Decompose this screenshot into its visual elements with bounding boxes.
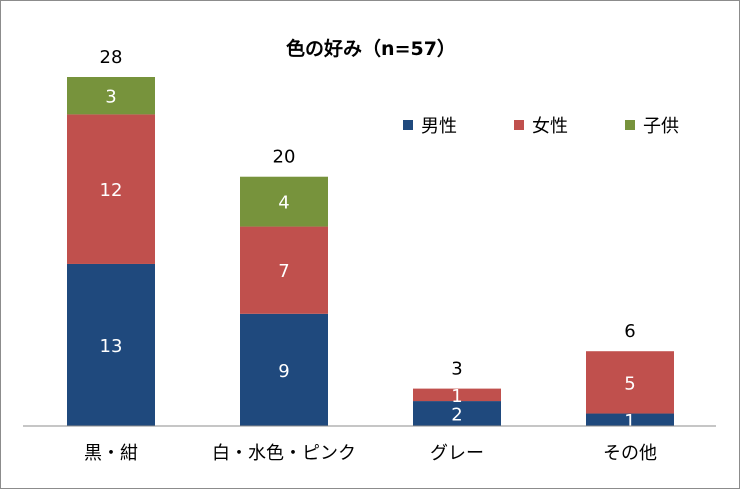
bar-segment (67, 263, 155, 426)
bar-segment (240, 176, 328, 227)
chart-title: 色の好み（n=57） (286, 37, 456, 60)
bar-segment (67, 114, 155, 264)
data-label: 9 (278, 361, 289, 382)
legend-label: 子供 (643, 116, 679, 137)
total-label: 6 (624, 321, 635, 342)
legend-swatch (625, 120, 635, 130)
data-label: 7 (278, 261, 289, 282)
legend: 男性 女性 子供 (403, 116, 679, 137)
bar-segment (586, 351, 674, 414)
legend-swatch (514, 120, 524, 130)
bar-segment (413, 388, 501, 402)
legend-label: 男性 (421, 116, 457, 137)
data-label: 5 (624, 373, 635, 394)
total-label: 28 (100, 47, 123, 68)
x-tick-label: 黒・紺 (84, 443, 138, 464)
bar-segment (586, 413, 674, 426)
x-tick-labels-group: 黒・紺 白・水色・ピンク グレー その他 (84, 443, 657, 464)
data-label: 2 (451, 405, 462, 426)
legend-label: 女性 (532, 116, 568, 137)
x-tick-label: 白・水色・ピンク (212, 443, 356, 464)
bar-segment (240, 313, 328, 426)
x-tick-label: グレー (430, 443, 484, 464)
data-label: 1 (451, 386, 462, 407)
data-label: 3 (105, 87, 116, 108)
data-label: 13 (100, 336, 123, 357)
x-tick-label: その他 (603, 443, 657, 464)
total-label: 20 (273, 147, 296, 168)
data-label: 1 (624, 411, 635, 432)
bar-segment (413, 401, 501, 426)
legend-swatch (403, 120, 413, 130)
data-label: 4 (278, 193, 289, 214)
data-label: 12 (100, 180, 123, 201)
bar-segment (240, 226, 328, 314)
total-labels-group: 28 20 3 6 (100, 47, 636, 380)
bar-segment (67, 77, 155, 115)
total-label: 3 (451, 359, 462, 380)
